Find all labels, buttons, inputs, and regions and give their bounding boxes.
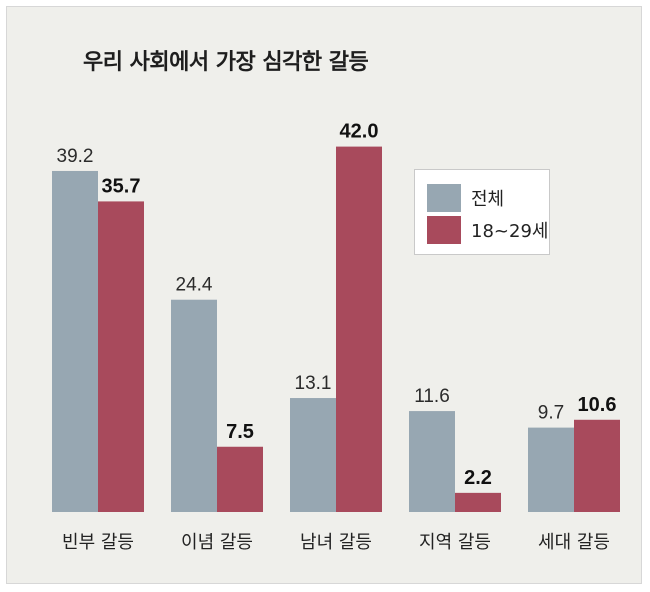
data-label-total-1: 24.4	[176, 275, 213, 296]
data-label-total-2: 13.1	[295, 373, 332, 394]
bar-18-29-0	[98, 201, 144, 512]
data-label-total-3: 11.6	[414, 386, 450, 407]
bar-total-2	[290, 398, 336, 512]
bar-18-29-3	[455, 492, 501, 512]
data-label-18-29-3: 2.2	[464, 467, 492, 489]
bar-18-29-2	[336, 146, 382, 512]
bar-total-1	[171, 299, 217, 512]
chart-title: 우리 사회에서 가장 심각한 갈등	[83, 50, 369, 75]
bar-total-4	[528, 427, 574, 512]
data-label-total-4: 9.7	[538, 403, 564, 424]
legend-label-18-29: 18~29세	[471, 221, 549, 242]
legend-item-total: 전체	[427, 184, 504, 212]
legend-swatch-18-29	[427, 216, 461, 244]
data-label-total-0: 39.2	[57, 146, 94, 167]
bar-total-0	[52, 170, 98, 512]
category-label-4: 세대 갈등	[538, 532, 610, 553]
legend-item-18-29: 18~29세	[427, 216, 548, 244]
data-label-18-29-2: 42.0	[340, 121, 379, 143]
bar-18-29-1	[217, 446, 263, 512]
bar-total-3	[409, 411, 455, 512]
category-label-3: 지역 갈등	[419, 532, 491, 553]
legend-swatch-total	[427, 184, 461, 212]
category-label-2: 남녀 갈등	[300, 532, 372, 553]
data-label-18-29-4: 10.6	[578, 394, 617, 416]
data-label-18-29-1: 7.5	[226, 421, 254, 443]
legend-label-total: 전체	[471, 189, 505, 210]
bar-18-29-4	[574, 419, 620, 512]
legend: 전체 18~29세	[414, 169, 550, 255]
data-label-18-29-0: 35.7	[102, 175, 141, 197]
category-label-1: 이념 갈등	[181, 532, 253, 553]
category-label-0: 빈부 갈등	[62, 532, 134, 553]
